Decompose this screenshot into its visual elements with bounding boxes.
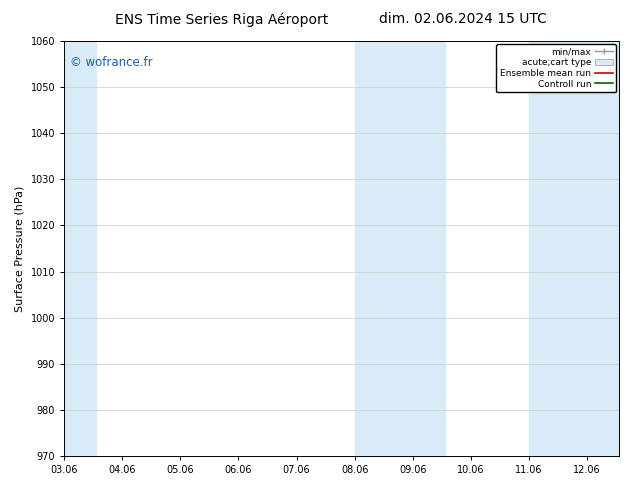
Bar (529, 41, 619, 456)
Legend: min/max, acute;cart type, Ensemble mean run, Controll run: min/max, acute;cart type, Ensemble mean … (496, 44, 616, 93)
Text: dim. 02.06.2024 15 UTC: dim. 02.06.2024 15 UTC (379, 12, 547, 26)
Bar (64, 41, 96, 456)
Text: © wofrance.fr: © wofrance.fr (70, 55, 152, 69)
Text: ENS Time Series Riga Aéroport: ENS Time Series Riga Aéroport (115, 12, 328, 27)
Y-axis label: Surface Pressure (hPa): Surface Pressure (hPa) (15, 185, 25, 312)
Bar (354, 41, 444, 456)
